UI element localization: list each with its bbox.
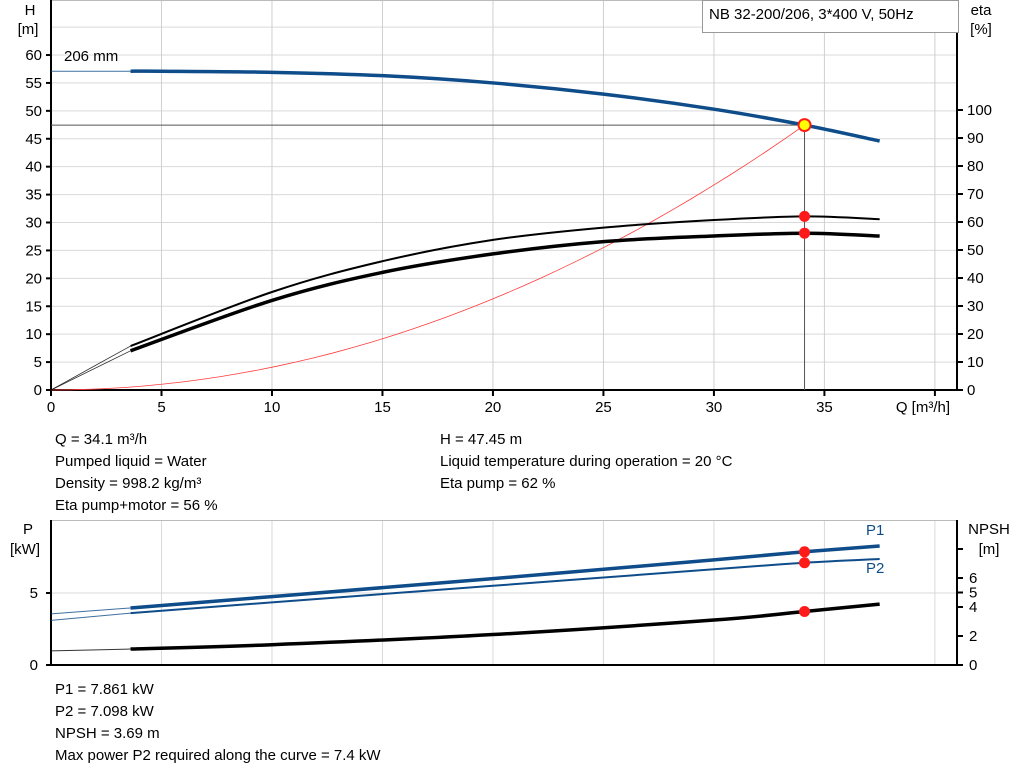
eta-pump-motor-line bbox=[129, 231, 880, 353]
npsh-curve-line bbox=[130, 602, 880, 651]
x-tick-label: 10 bbox=[264, 399, 281, 416]
p2-series-label: P2 bbox=[866, 560, 884, 577]
y-right-tick-label: 50 bbox=[967, 242, 984, 259]
y-right-tick-label: 0 bbox=[967, 382, 975, 399]
y-left-tick-label: 10 bbox=[25, 326, 42, 343]
x-tick-label: 25 bbox=[595, 399, 612, 416]
info-p2: P2 = 7.098 kW bbox=[55, 703, 154, 720]
y-left-tick-label: 5 bbox=[34, 354, 42, 371]
info-max-power: Max power P2 required along the curve = … bbox=[55, 747, 381, 764]
y-left-tick-label: 15 bbox=[25, 298, 42, 315]
p1-duty-marker bbox=[799, 546, 811, 558]
y-right-tick-label: 100 bbox=[967, 102, 992, 119]
x-tick-label: 5 bbox=[157, 399, 165, 416]
eta-pump-duty-marker bbox=[799, 210, 811, 222]
info-eta-total: Eta pump+motor = 56 % bbox=[55, 497, 218, 514]
y-right-tick-label: 2 bbox=[969, 628, 977, 645]
y-right-tick-label: 70 bbox=[967, 186, 984, 203]
info-eta-pump: Eta pump = 62 % bbox=[440, 475, 556, 492]
eta-pump-extrapolated-line bbox=[50, 345, 131, 391]
npsh-duty-marker bbox=[799, 605, 811, 617]
info-h: H = 47.45 m bbox=[440, 431, 523, 448]
y-left-label-unit: [m] bbox=[18, 21, 39, 38]
y-right-tick-label: 4 bbox=[969, 599, 977, 616]
y-right-label-name: eta bbox=[971, 2, 993, 19]
info-q: Q = 34.1 m³/h bbox=[55, 431, 148, 448]
duty-point-marker bbox=[797, 118, 812, 133]
system-curve-line bbox=[50, 124, 805, 391]
y-right-tick-label: 60 bbox=[967, 214, 984, 231]
eta-pump-motor-extrapolated-line bbox=[50, 350, 131, 391]
y-left-tick-label: 25 bbox=[25, 242, 42, 259]
y-left-tick-label: 0 bbox=[34, 382, 42, 399]
info-temperature: Liquid temperature during operation = 20… bbox=[440, 453, 733, 470]
x-tick-label: 30 bbox=[706, 399, 723, 416]
y-right-tick-label: 6 bbox=[969, 570, 977, 587]
y-left-tick-label: 35 bbox=[25, 187, 42, 204]
p-axis-label-unit: [kW] bbox=[10, 541, 40, 558]
y-left-tick-label: 55 bbox=[25, 75, 42, 92]
p1-curve-extrapolated-line bbox=[50, 607, 131, 615]
p-axis-label-name: P bbox=[23, 521, 33, 538]
eta-pump-line bbox=[130, 215, 880, 347]
p2-duty-marker bbox=[799, 557, 811, 569]
y-left-tick-label: 5 bbox=[30, 585, 38, 602]
y-left-tick-label: 60 bbox=[25, 47, 42, 64]
y-left-tick-label: 20 bbox=[25, 270, 42, 287]
npsh-curve-extrapolated-line bbox=[50, 648, 131, 652]
y-left-tick-label: 50 bbox=[25, 103, 42, 120]
y-left-tick-label: 45 bbox=[25, 131, 42, 148]
p1-series-label: P1 bbox=[866, 522, 884, 539]
eta-total-duty-marker bbox=[799, 227, 811, 239]
info-top-left: Q = 34.1 m³/h Pumped liquid = Water Dens… bbox=[55, 431, 218, 519]
y-right-tick-label: 0 bbox=[969, 657, 977, 674]
x-tick-label: 35 bbox=[816, 399, 833, 416]
info-top-right: H = 47.45 m Liquid temperature during op… bbox=[440, 431, 732, 497]
x-axis-label: Q [m³/h] bbox=[896, 399, 950, 416]
y-right-tick-label: 40 bbox=[967, 270, 984, 287]
p1-curve-line bbox=[130, 544, 880, 610]
info-liquid: Pumped liquid = Water bbox=[55, 453, 207, 470]
info-density: Density = 998.2 kg/m³ bbox=[55, 475, 202, 492]
y-right-tick-label: 5 bbox=[969, 585, 977, 602]
chart-title-box bbox=[702, 0, 959, 33]
x-tick-label: 20 bbox=[485, 399, 502, 416]
head-curve-line bbox=[130, 69, 881, 143]
chart-title: NB 32-200/206, 3*400 V, 50Hz bbox=[709, 6, 914, 23]
x-tick-label: 15 bbox=[374, 399, 391, 416]
y-right-tick-label: 80 bbox=[967, 158, 984, 175]
y-right-tick-label: 90 bbox=[967, 130, 984, 147]
p2-curve-extrapolated-line bbox=[50, 612, 131, 621]
y-right-tick-label: 20 bbox=[967, 326, 984, 343]
info-bottom: P1 = 7.861 kW P2 = 7.098 kW NPSH = 3.69 … bbox=[55, 681, 381, 769]
y-left-tick-label: 0 bbox=[30, 657, 38, 674]
y-left-label-name: H bbox=[25, 2, 36, 19]
npsh-axis-label-unit: [m] bbox=[979, 541, 1000, 558]
y-right-tick-label: 30 bbox=[967, 298, 984, 315]
p2-curve-line bbox=[130, 558, 880, 615]
info-p1: P1 = 7.861 kW bbox=[55, 681, 154, 698]
impeller-diameter-label: 206 mm bbox=[64, 48, 118, 65]
y-left-tick-label: 30 bbox=[25, 215, 42, 232]
x-tick-label: 0 bbox=[47, 399, 55, 416]
y-right-tick-label: 10 bbox=[967, 354, 984, 371]
y-right-label-unit: [%] bbox=[970, 21, 992, 38]
npsh-axis-label-name: NPSH bbox=[968, 521, 1010, 538]
y-left-tick-label: 40 bbox=[25, 159, 42, 176]
info-npsh: NPSH = 3.69 m bbox=[55, 725, 160, 742]
